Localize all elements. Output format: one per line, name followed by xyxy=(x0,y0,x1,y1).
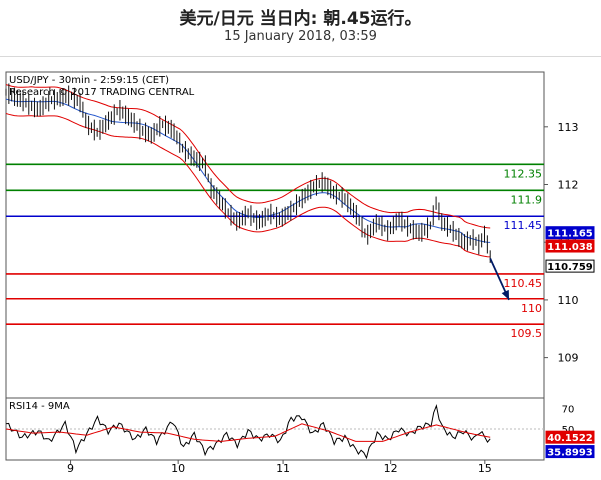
rsi-ma-line xyxy=(5,423,491,442)
level-label-3: 110.45 xyxy=(504,277,543,290)
chart-info-line-1: USD/JPY - 30min - 2:59:15 (CET) xyxy=(9,75,169,86)
level-label-0: 112.35 xyxy=(504,167,543,180)
forecast-arrow-head xyxy=(501,289,510,300)
price-tag-2-label: 110.759 xyxy=(547,262,593,273)
y-tick-label-4: 109 xyxy=(558,352,579,365)
level-label-4: 110 xyxy=(521,302,542,315)
rsi-ma-value-tag-label: 35.8993 xyxy=(547,448,593,459)
rsi-tick-label-0: 70 xyxy=(562,404,575,415)
price-pane xyxy=(5,71,545,399)
support-resistance-levels: 112.35 111.9 111.45 110.45 110 109.5 xyxy=(6,163,544,340)
page-subtitle: 15 January 2018, 03:59 xyxy=(224,29,377,44)
rsi-tick-label-1: 50 xyxy=(562,425,575,436)
level-label-2: 111.45 xyxy=(504,219,543,232)
price-tag-1-box xyxy=(545,239,595,253)
y-tick-label-1: 112 xyxy=(558,179,579,192)
rsi-value-tag-label: 40.1522 xyxy=(547,433,593,444)
rsi-value-tag-box xyxy=(545,430,595,444)
y-tick-label-3: 110 xyxy=(558,294,579,307)
price-tag-0-label: 111.165 xyxy=(547,229,593,240)
price-tag-2-box xyxy=(545,259,595,273)
price-tags: 111.165 111.038 110.759 40.1522 35.8993 xyxy=(545,226,595,459)
price-tag-0-box xyxy=(545,226,595,240)
x-tick-label-0: 9 xyxy=(67,462,74,475)
page-title: 美元/日元 当日内: 朝.45运行。 xyxy=(179,9,422,29)
y-tick-label-0: 113 xyxy=(558,121,579,134)
lower-band xyxy=(5,113,491,258)
price-tag-1-label: 111.038 xyxy=(547,242,593,253)
chart-info-line-2: Research © 2017 TRADING CENTRAL xyxy=(9,87,195,98)
level-label-5: 109.5 xyxy=(511,327,543,340)
header-divider xyxy=(0,56,601,57)
x-tick-label-4: 15 xyxy=(478,462,492,475)
rsi-series xyxy=(5,404,544,460)
price-series xyxy=(5,83,510,301)
x-tick-label-2: 11 xyxy=(276,462,290,475)
level-label-1: 111.9 xyxy=(511,193,543,206)
rsi-label: RSI14 - 9MA xyxy=(9,401,70,412)
x-tick-label-1: 10 xyxy=(171,462,185,475)
x-tick-label-3: 12 xyxy=(384,462,398,475)
rsi-ma-value-tag-box xyxy=(545,445,595,459)
upper-band xyxy=(5,84,491,229)
